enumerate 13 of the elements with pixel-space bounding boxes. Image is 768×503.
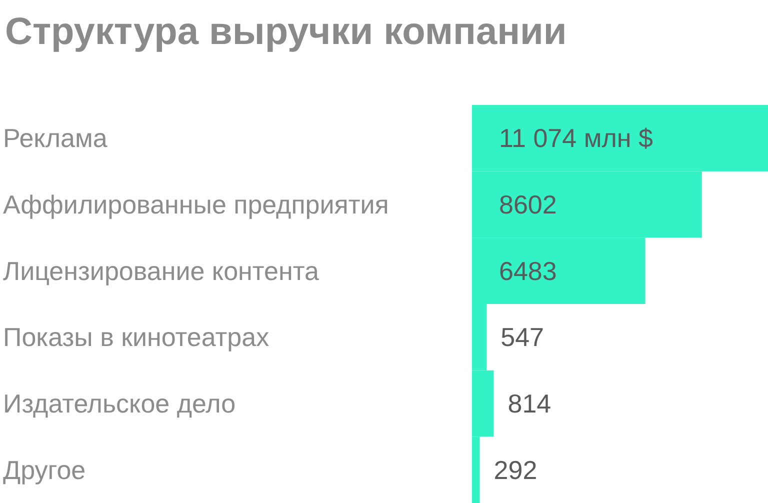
y-tick-label: Показы в кинотеатрах	[3, 322, 270, 352]
y-tick-label: Лицензирование контента	[3, 256, 320, 286]
data-label: 8602	[499, 190, 557, 220]
y-tick-label: Реклама	[3, 123, 108, 154]
y-tick-label: Другое	[3, 454, 86, 485]
data-label: 814	[508, 388, 552, 418]
data-label: 11 074 млн $	[499, 123, 654, 154]
data-label: 6483	[499, 256, 557, 286]
y-tick-label: Издательское дело	[3, 388, 236, 418]
y-tick-label: Аффилированные предприятия	[3, 190, 389, 220]
chart-title: Структура выручки компании	[5, 11, 567, 53]
data-label: 547	[500, 322, 544, 352]
data-label: 292	[494, 454, 538, 485]
